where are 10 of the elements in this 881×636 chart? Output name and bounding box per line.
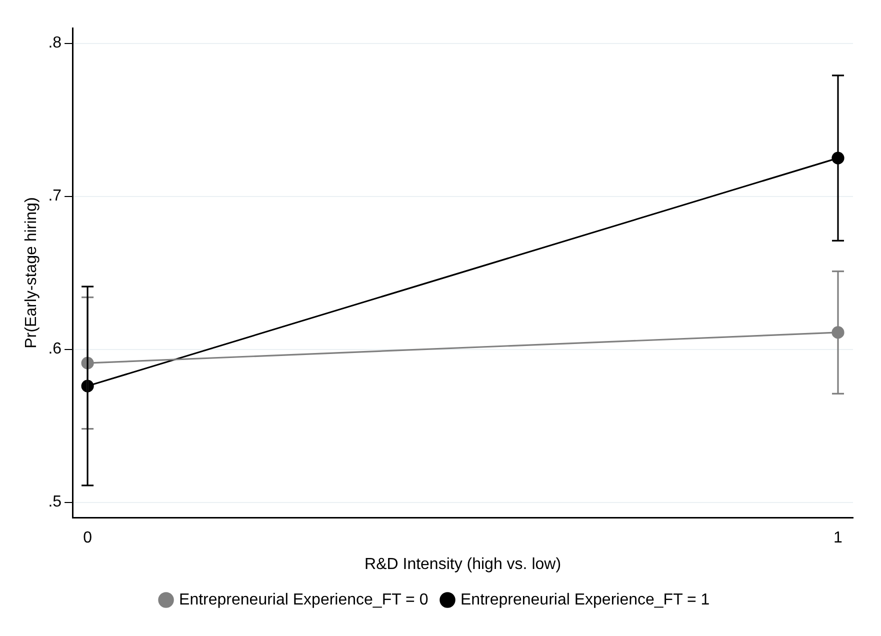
y-tick-label: .8: [48, 34, 62, 52]
x-tick-label: 1: [834, 530, 843, 547]
y-tick-label: .6: [48, 340, 62, 358]
x-tick-label: 0: [83, 530, 92, 547]
y-axis-title: Pr(Early-stage hiring): [23, 197, 40, 348]
legend-label: Entrepreneurial Experience_FT = 1: [460, 591, 710, 608]
y-tick-label: .7: [48, 188, 62, 205]
y-tick-label: .5: [48, 494, 62, 511]
x-axis-title: R&D Intensity (high vs. low): [364, 556, 562, 573]
legend-label: Entrepreneurial Experience_FT = 0: [179, 591, 428, 608]
